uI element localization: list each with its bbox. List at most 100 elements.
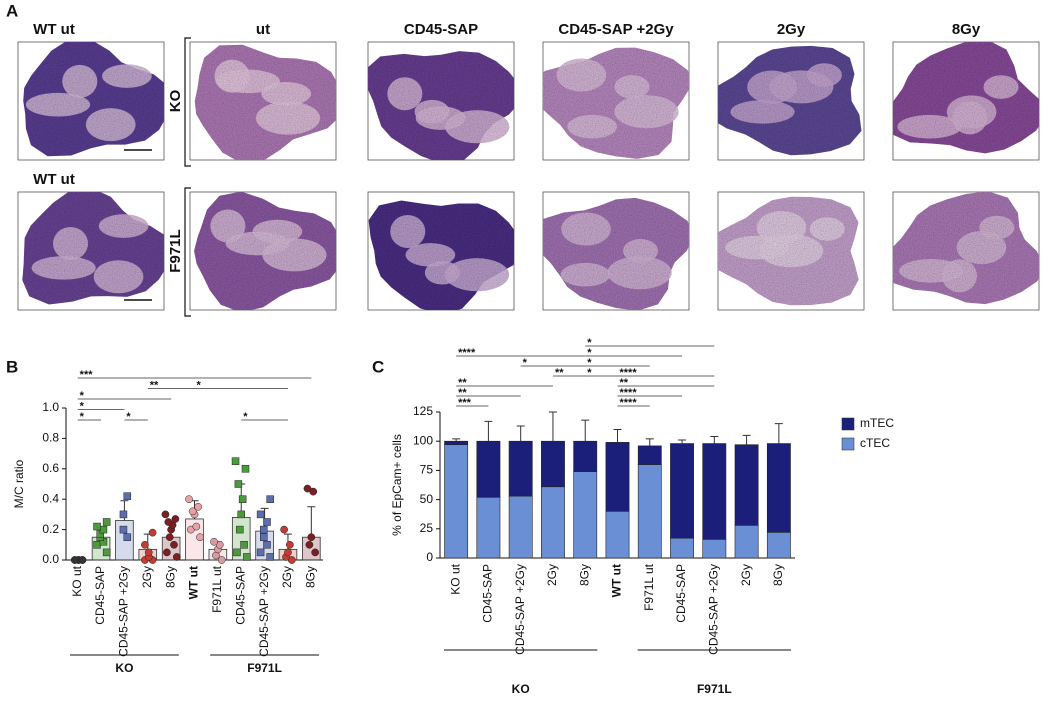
data-point <box>311 548 320 557</box>
medulla <box>424 260 460 285</box>
data-point <box>148 528 157 537</box>
x-tick-label: 2Gy <box>739 564 753 586</box>
data-point <box>263 518 271 526</box>
y-tick-label: 0.2 <box>42 522 59 536</box>
y-tick-label: 0.0 <box>42 552 59 566</box>
error-bar <box>710 436 719 444</box>
medulla <box>405 243 456 267</box>
error-bar <box>678 439 687 444</box>
histology-image <box>542 41 690 161</box>
data-point <box>194 502 203 511</box>
data-point <box>161 510 170 519</box>
x-tick-label: 2Gy <box>545 564 559 586</box>
x-tick-label: CD45-SAP +2Gy <box>257 566 271 657</box>
data-point <box>93 541 101 549</box>
tissue <box>893 192 1039 305</box>
medulla <box>567 114 617 139</box>
medulla <box>390 214 426 249</box>
significance-label: **** <box>620 367 638 379</box>
tissue <box>543 197 689 310</box>
data-point <box>266 495 274 503</box>
y-tick-label: 50 <box>420 492 434 506</box>
histology-image <box>892 41 1040 161</box>
medulla <box>445 110 510 144</box>
medulla <box>414 99 450 124</box>
y-axis-label: % of EpCam+ cells <box>390 434 404 536</box>
column-title: ut <box>256 21 270 38</box>
histology-image <box>367 41 515 161</box>
x-tick-label: KO ut <box>448 563 462 594</box>
panel-label: A <box>6 1 18 20</box>
y-axis-label: M/C ratio <box>12 459 26 508</box>
data-point <box>171 515 180 523</box>
group-label: F971L <box>697 682 732 696</box>
x-tick-label: CD45-SAP <box>674 564 688 623</box>
tissue <box>368 200 514 310</box>
bar-segment <box>476 440 501 498</box>
medulla <box>210 209 246 243</box>
tissue <box>23 42 164 157</box>
y-tick-label: 0.4 <box>42 491 59 505</box>
data-point <box>123 533 132 541</box>
bar-segment <box>734 444 759 526</box>
bar-segment <box>702 443 727 540</box>
tissue <box>718 196 859 306</box>
medulla <box>747 70 797 104</box>
data-point <box>210 537 218 546</box>
column-title: 2Gy <box>777 21 806 38</box>
data-point <box>280 525 288 534</box>
medulla <box>607 256 672 290</box>
y-tick-label: 0.6 <box>42 461 59 475</box>
error-bar <box>484 420 493 442</box>
bar-segment <box>766 532 791 559</box>
data-point <box>237 510 245 519</box>
wt-title: WT ut <box>33 21 75 38</box>
bar-segment <box>444 440 469 446</box>
x-tick-label: 8Gy <box>771 564 785 586</box>
y-tick-label: 0 <box>426 550 433 564</box>
data-point <box>263 541 271 549</box>
significance-label: **** <box>458 347 476 359</box>
significance-label: ** <box>555 367 564 379</box>
y-tick-label: 75 <box>420 463 434 477</box>
histology-image <box>189 191 337 311</box>
significance-label: **** <box>620 387 638 399</box>
bar-segment <box>541 486 565 559</box>
x-tick-label: 8Gy <box>163 566 177 588</box>
significance-label: * <box>197 379 202 391</box>
x-tick-label: CD45-SAP +2Gy <box>513 564 527 655</box>
medulla <box>255 101 321 135</box>
data-point <box>70 556 79 564</box>
data-point <box>172 553 181 561</box>
panel-label: B <box>6 357 18 376</box>
x-tick-label: F971L ut <box>642 563 656 611</box>
histology-image <box>17 191 165 311</box>
tissue <box>893 42 1039 154</box>
data-point <box>284 548 292 557</box>
error-bar <box>645 438 654 446</box>
data-point <box>260 533 268 541</box>
genotype-label: KO <box>167 89 184 112</box>
row-bracket <box>184 187 191 317</box>
bar-segment <box>670 443 694 539</box>
significance-label: * <box>243 411 248 423</box>
legend-label: cTEC <box>860 436 890 450</box>
medulla <box>623 238 659 263</box>
column-title: CD45-SAP +2Gy <box>558 21 674 38</box>
bar-segment <box>605 510 630 559</box>
x-tick-label: F971L ut <box>210 565 224 613</box>
bar-segment <box>670 537 694 559</box>
medulla <box>98 214 149 238</box>
data-point <box>102 518 111 526</box>
y-tick-label: 0.8 <box>42 431 59 445</box>
data-point <box>170 540 178 549</box>
medulla <box>725 235 790 260</box>
error-bar <box>452 438 461 442</box>
data-point <box>141 540 149 549</box>
medulla <box>756 210 807 245</box>
bar-segment <box>573 471 598 559</box>
medulla <box>560 262 611 287</box>
x-tick-label: CD45-SAP <box>481 564 495 623</box>
medulla <box>556 58 607 92</box>
bar-segment <box>766 443 791 533</box>
